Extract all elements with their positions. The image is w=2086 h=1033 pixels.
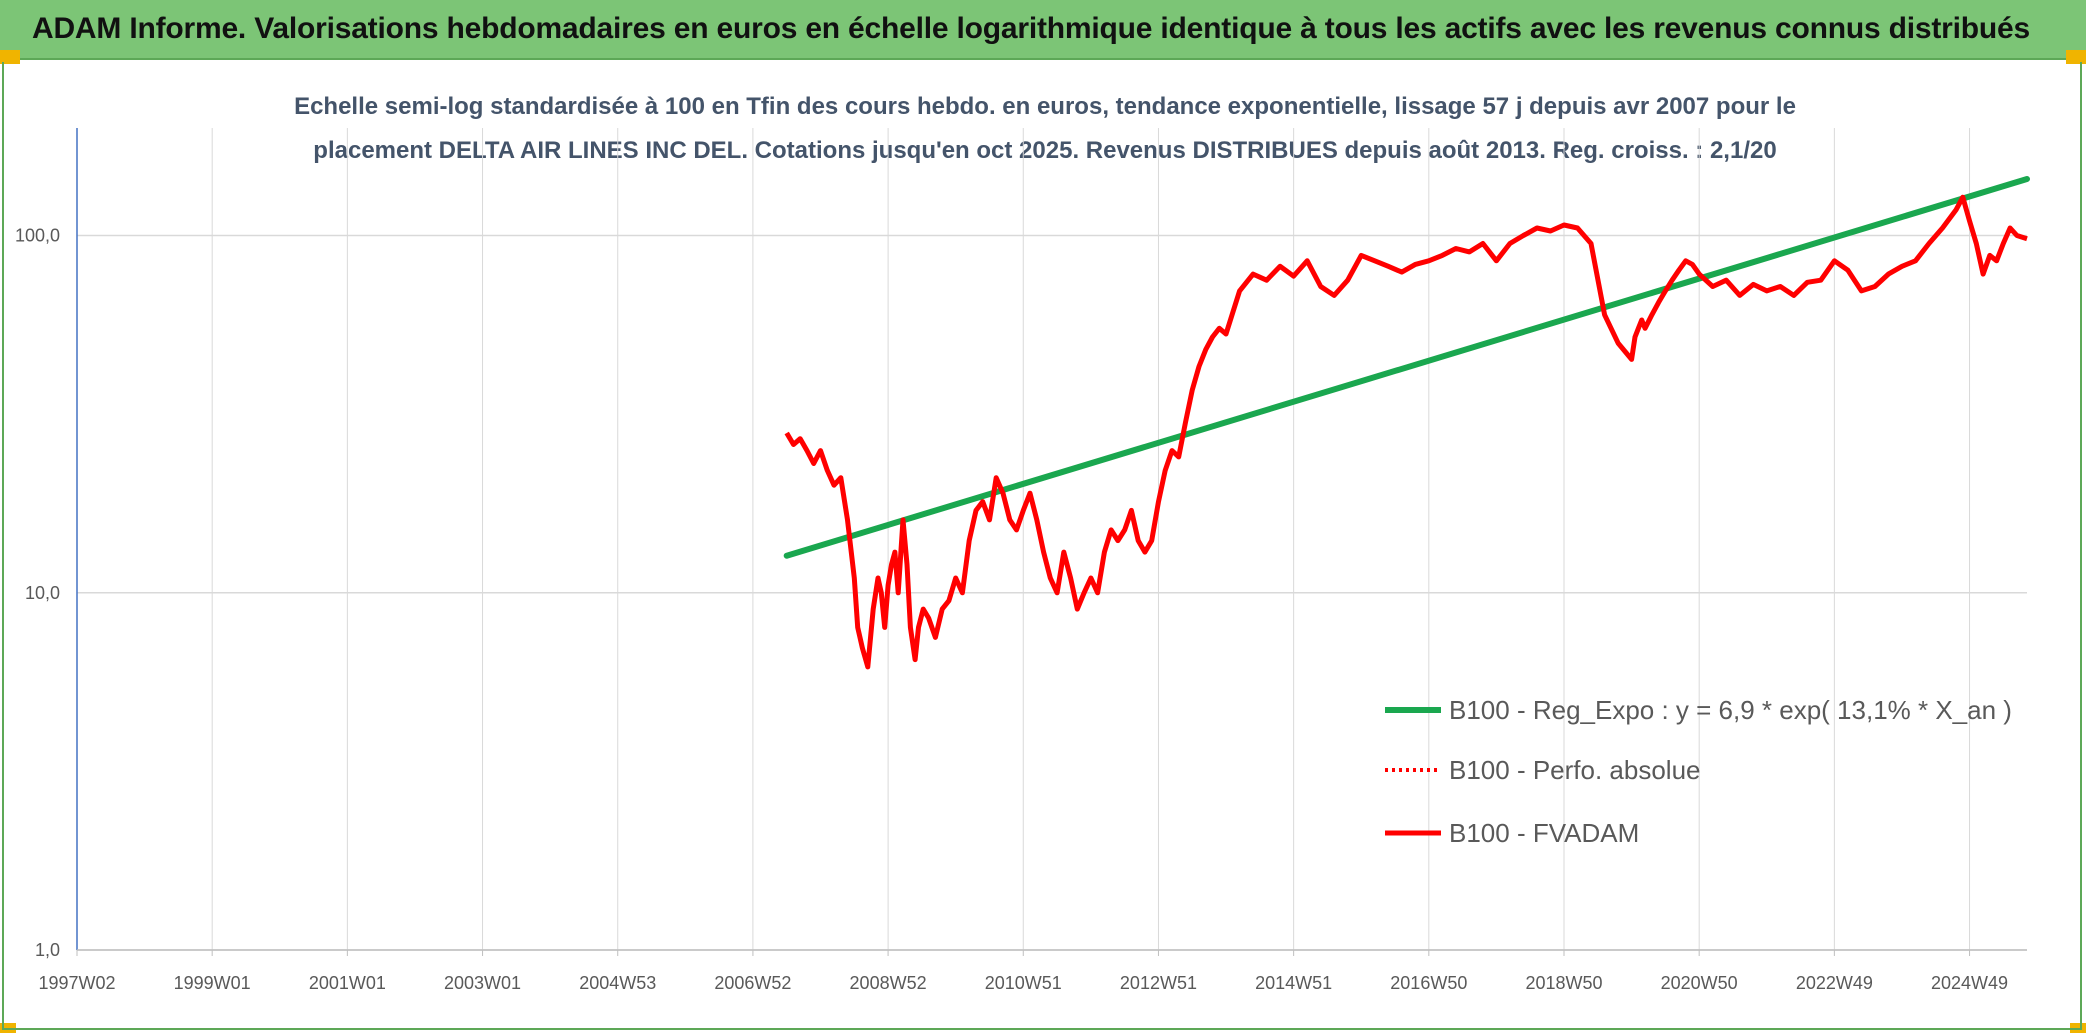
x-tick-label: 2022W49 xyxy=(1796,973,1873,993)
y-tick-label: 100,0 xyxy=(15,226,60,246)
x-tick-label: 2014W51 xyxy=(1255,973,1332,993)
x-tick-labels: 1997W02 1999W01 2001W01 2003W01 2004W53 2006W… xyxy=(38,950,2008,993)
chart-subtitle-line-1: Echelle semi-log standardisée à 100 en T… xyxy=(294,93,1796,120)
corner-marker-left xyxy=(0,50,20,64)
x-tick-label: 1999W01 xyxy=(174,973,251,993)
x-tick-label: 2008W52 xyxy=(850,973,927,993)
x-tick-label: 2016W50 xyxy=(1390,973,1467,993)
x-tick-label: 2004W53 xyxy=(579,973,656,993)
page-title: ADAM Informe. Valorisations hebdomadaire… xyxy=(32,12,2030,45)
x-tick-label: 2006W52 xyxy=(714,973,791,993)
x-tick-label: 2010W51 xyxy=(985,973,1062,993)
x-tick-label: 2012W51 xyxy=(1120,973,1197,993)
x-tick-label: 2003W01 xyxy=(444,973,521,993)
x-tick-label: 2018W50 xyxy=(1525,973,1602,993)
y-tick-labels: 1,0 10,0 100,0 xyxy=(15,226,60,960)
y-tick-label: 10,0 xyxy=(25,583,60,603)
chart-subtitle-line-2: placement DELTA AIR LINES INC DEL. Cotat… xyxy=(313,137,1776,164)
x-tick-label: 2001W01 xyxy=(309,973,386,993)
legend-label-perfo: B100 - Perfo. absolue xyxy=(1449,755,1701,785)
x-tick-label: 2024W49 xyxy=(1931,973,2008,993)
x-tick-label: 2020W50 xyxy=(1661,973,1738,993)
grid xyxy=(76,128,2027,951)
legend: B100 - Reg_Expo : y = 6,9 * exp( 13,1% *… xyxy=(1385,695,2012,848)
corner-marker-right xyxy=(2066,50,2086,64)
header-bar: ADAM Informe. Valorisations hebdomadaire… xyxy=(0,0,2086,60)
legend-label-regression: B100 - Reg_Expo : y = 6,9 * exp( 13,1% *… xyxy=(1449,695,2012,725)
x-tick-label: 1997W02 xyxy=(38,973,115,993)
legend-label-fvadam: B100 - FVADAM xyxy=(1449,818,1639,848)
chart-frame xyxy=(2,62,2082,1030)
y-tick-label: 1,0 xyxy=(35,940,60,960)
series-fvadam-line xyxy=(784,194,2028,670)
